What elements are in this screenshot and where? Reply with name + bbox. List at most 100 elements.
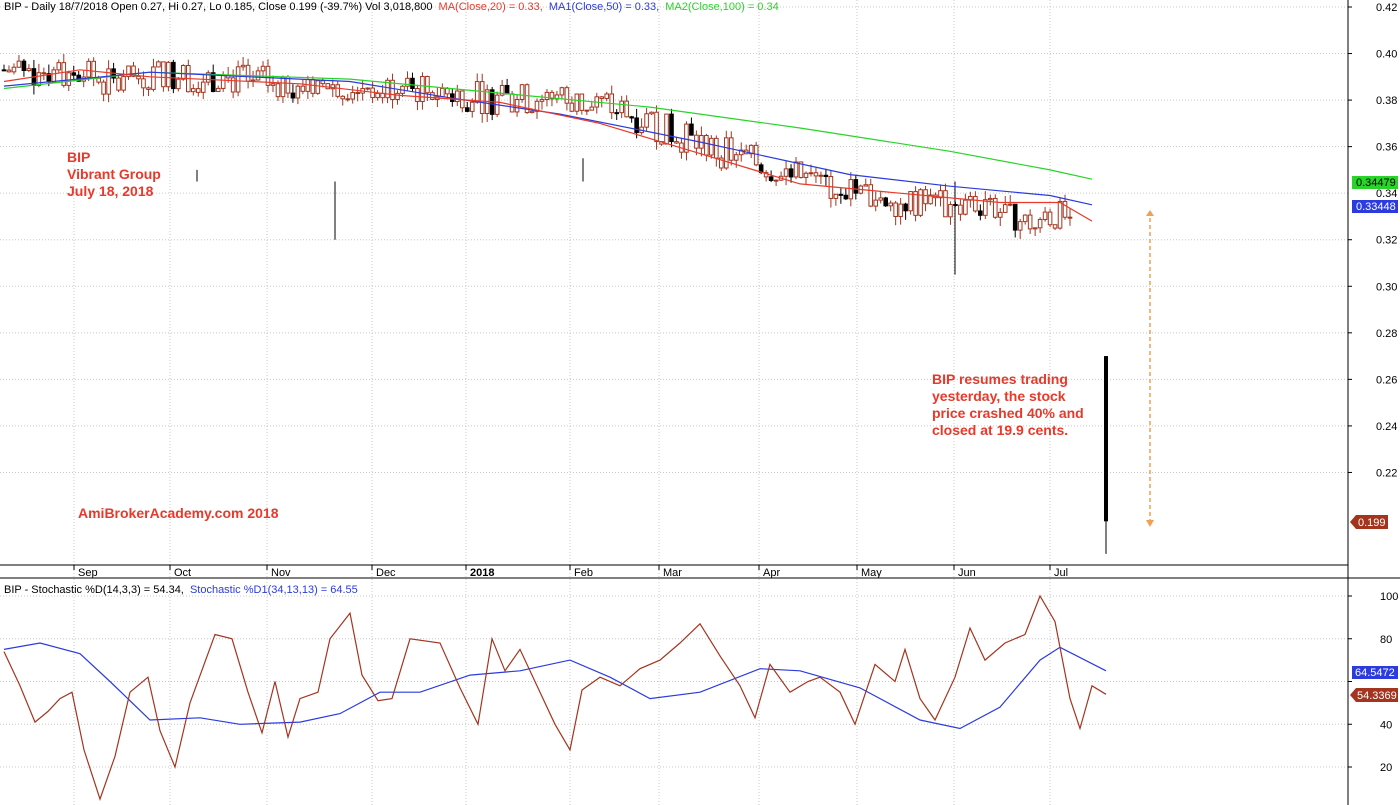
candle-body bbox=[136, 75, 141, 80]
candle-body bbox=[240, 64, 246, 68]
candle-body bbox=[445, 87, 450, 95]
candle-body bbox=[714, 137, 719, 159]
note-line-1: BIP resumes trading bbox=[932, 371, 1068, 387]
stoch-d-price-tag: 54.3369 bbox=[1350, 688, 1398, 702]
candle-body bbox=[76, 74, 82, 82]
ma50-price-tag: 0.33448 bbox=[1352, 200, 1398, 213]
price-tick-label: 0.24 bbox=[1376, 421, 1397, 433]
month-label: Jun bbox=[958, 567, 976, 579]
candle-body bbox=[11, 66, 17, 73]
candle-body bbox=[973, 195, 978, 212]
candle-body bbox=[539, 99, 545, 102]
svg-text:0.34479: 0.34479 bbox=[1356, 177, 1396, 189]
candle-body bbox=[126, 65, 131, 78]
last-candle-body bbox=[1104, 356, 1108, 522]
candle-body bbox=[519, 84, 525, 101]
candle-body bbox=[963, 199, 968, 215]
candle-body bbox=[684, 123, 689, 153]
stoch-tick-label: 100 bbox=[1380, 591, 1398, 603]
candle-body bbox=[888, 202, 893, 207]
candle-body bbox=[534, 100, 540, 112]
candle-body bbox=[335, 84, 341, 97]
candle-body bbox=[235, 66, 241, 93]
grid-layer bbox=[0, 0, 1348, 805]
candle-body bbox=[878, 197, 884, 201]
candle-body bbox=[315, 80, 321, 94]
candle-body bbox=[230, 77, 236, 93]
candle-body bbox=[320, 80, 326, 85]
candle-body bbox=[704, 134, 709, 156]
ma20-legend: MA(Close,20) = 0.33, bbox=[439, 1, 543, 13]
candle-body bbox=[51, 69, 57, 83]
candle-body bbox=[275, 83, 281, 98]
candle-body bbox=[649, 111, 654, 115]
candle-body bbox=[788, 168, 794, 178]
candle-body bbox=[405, 77, 410, 87]
candle-body bbox=[1002, 204, 1008, 213]
ma100-price-tag: 0.34479 bbox=[1352, 176, 1398, 189]
candle-body bbox=[913, 191, 918, 216]
candle-body bbox=[440, 87, 445, 98]
candle-body bbox=[71, 72, 77, 76]
candle-body bbox=[295, 85, 301, 99]
candle-body bbox=[709, 137, 714, 156]
candle-body bbox=[903, 203, 908, 212]
stochastic-d1-line bbox=[3, 642, 1107, 730]
candle-body bbox=[161, 61, 166, 88]
candle-body bbox=[823, 174, 829, 178]
candle-body bbox=[66, 72, 72, 86]
ma50-line bbox=[3, 71, 1093, 206]
svg-text:0.33448: 0.33448 bbox=[1356, 201, 1396, 213]
svg-text:0.199: 0.199 bbox=[1358, 517, 1386, 529]
candle-body bbox=[1042, 211, 1048, 220]
month-label: Sep bbox=[78, 567, 98, 579]
candle-body bbox=[425, 75, 430, 94]
month-label: Apr bbox=[763, 567, 780, 579]
candle-body bbox=[813, 172, 819, 177]
candle-body bbox=[1027, 214, 1033, 230]
candle-body bbox=[41, 72, 47, 75]
price-layer bbox=[1, 54, 1108, 554]
candle-body bbox=[1047, 211, 1053, 226]
tick-034: 0.34 bbox=[1376, 188, 1397, 200]
candle-body bbox=[56, 62, 62, 71]
candle-body bbox=[614, 112, 620, 115]
month-label: Mar bbox=[663, 567, 682, 579]
candle-body bbox=[345, 98, 351, 101]
candle-body bbox=[146, 87, 151, 90]
candle-body bbox=[798, 161, 804, 178]
candle-body bbox=[1062, 200, 1068, 218]
candle-body bbox=[210, 72, 216, 93]
month-labels: Sep Oct Nov Dec 2018 Feb Mar Apr May Jun Jul bbox=[73, 565, 1068, 579]
month-label: Feb bbox=[574, 567, 593, 579]
candle-body bbox=[524, 84, 530, 114]
candle-body bbox=[738, 149, 744, 156]
candle-body bbox=[918, 189, 923, 216]
candle-body bbox=[664, 113, 669, 145]
candle-body bbox=[464, 107, 470, 112]
close-price-tag: 0.199 bbox=[1350, 515, 1388, 529]
candle-body bbox=[883, 197, 888, 207]
candle-body bbox=[853, 179, 859, 194]
candle-body bbox=[1052, 224, 1058, 229]
candle-body bbox=[898, 203, 903, 217]
candle-body bbox=[783, 168, 789, 177]
candle-body bbox=[205, 72, 211, 83]
candle-body bbox=[290, 92, 296, 99]
candle-body bbox=[410, 77, 415, 89]
candle-body bbox=[375, 92, 380, 99]
candle-body bbox=[863, 184, 869, 187]
candle-body bbox=[121, 76, 126, 91]
candle-body bbox=[574, 93, 580, 112]
candle-body bbox=[843, 194, 849, 200]
candle-body bbox=[908, 191, 913, 212]
candle-body bbox=[644, 113, 649, 128]
ma50-legend: MA1(Close,50) = 0.33, bbox=[549, 1, 659, 13]
stochastic-header: BIP - Stochastic %D(14,3,3) = 54.34, Sto… bbox=[4, 584, 358, 596]
candle-body bbox=[156, 61, 161, 68]
candle-body bbox=[1032, 227, 1038, 230]
candle-body bbox=[948, 204, 953, 218]
price-axis: 0.22 0.24 0.26 0.28 0.30 0.32 0.36 0.38 0.40 0.42 bbox=[1348, 2, 1397, 479]
candle-body bbox=[619, 100, 624, 114]
candle-body bbox=[818, 174, 824, 177]
